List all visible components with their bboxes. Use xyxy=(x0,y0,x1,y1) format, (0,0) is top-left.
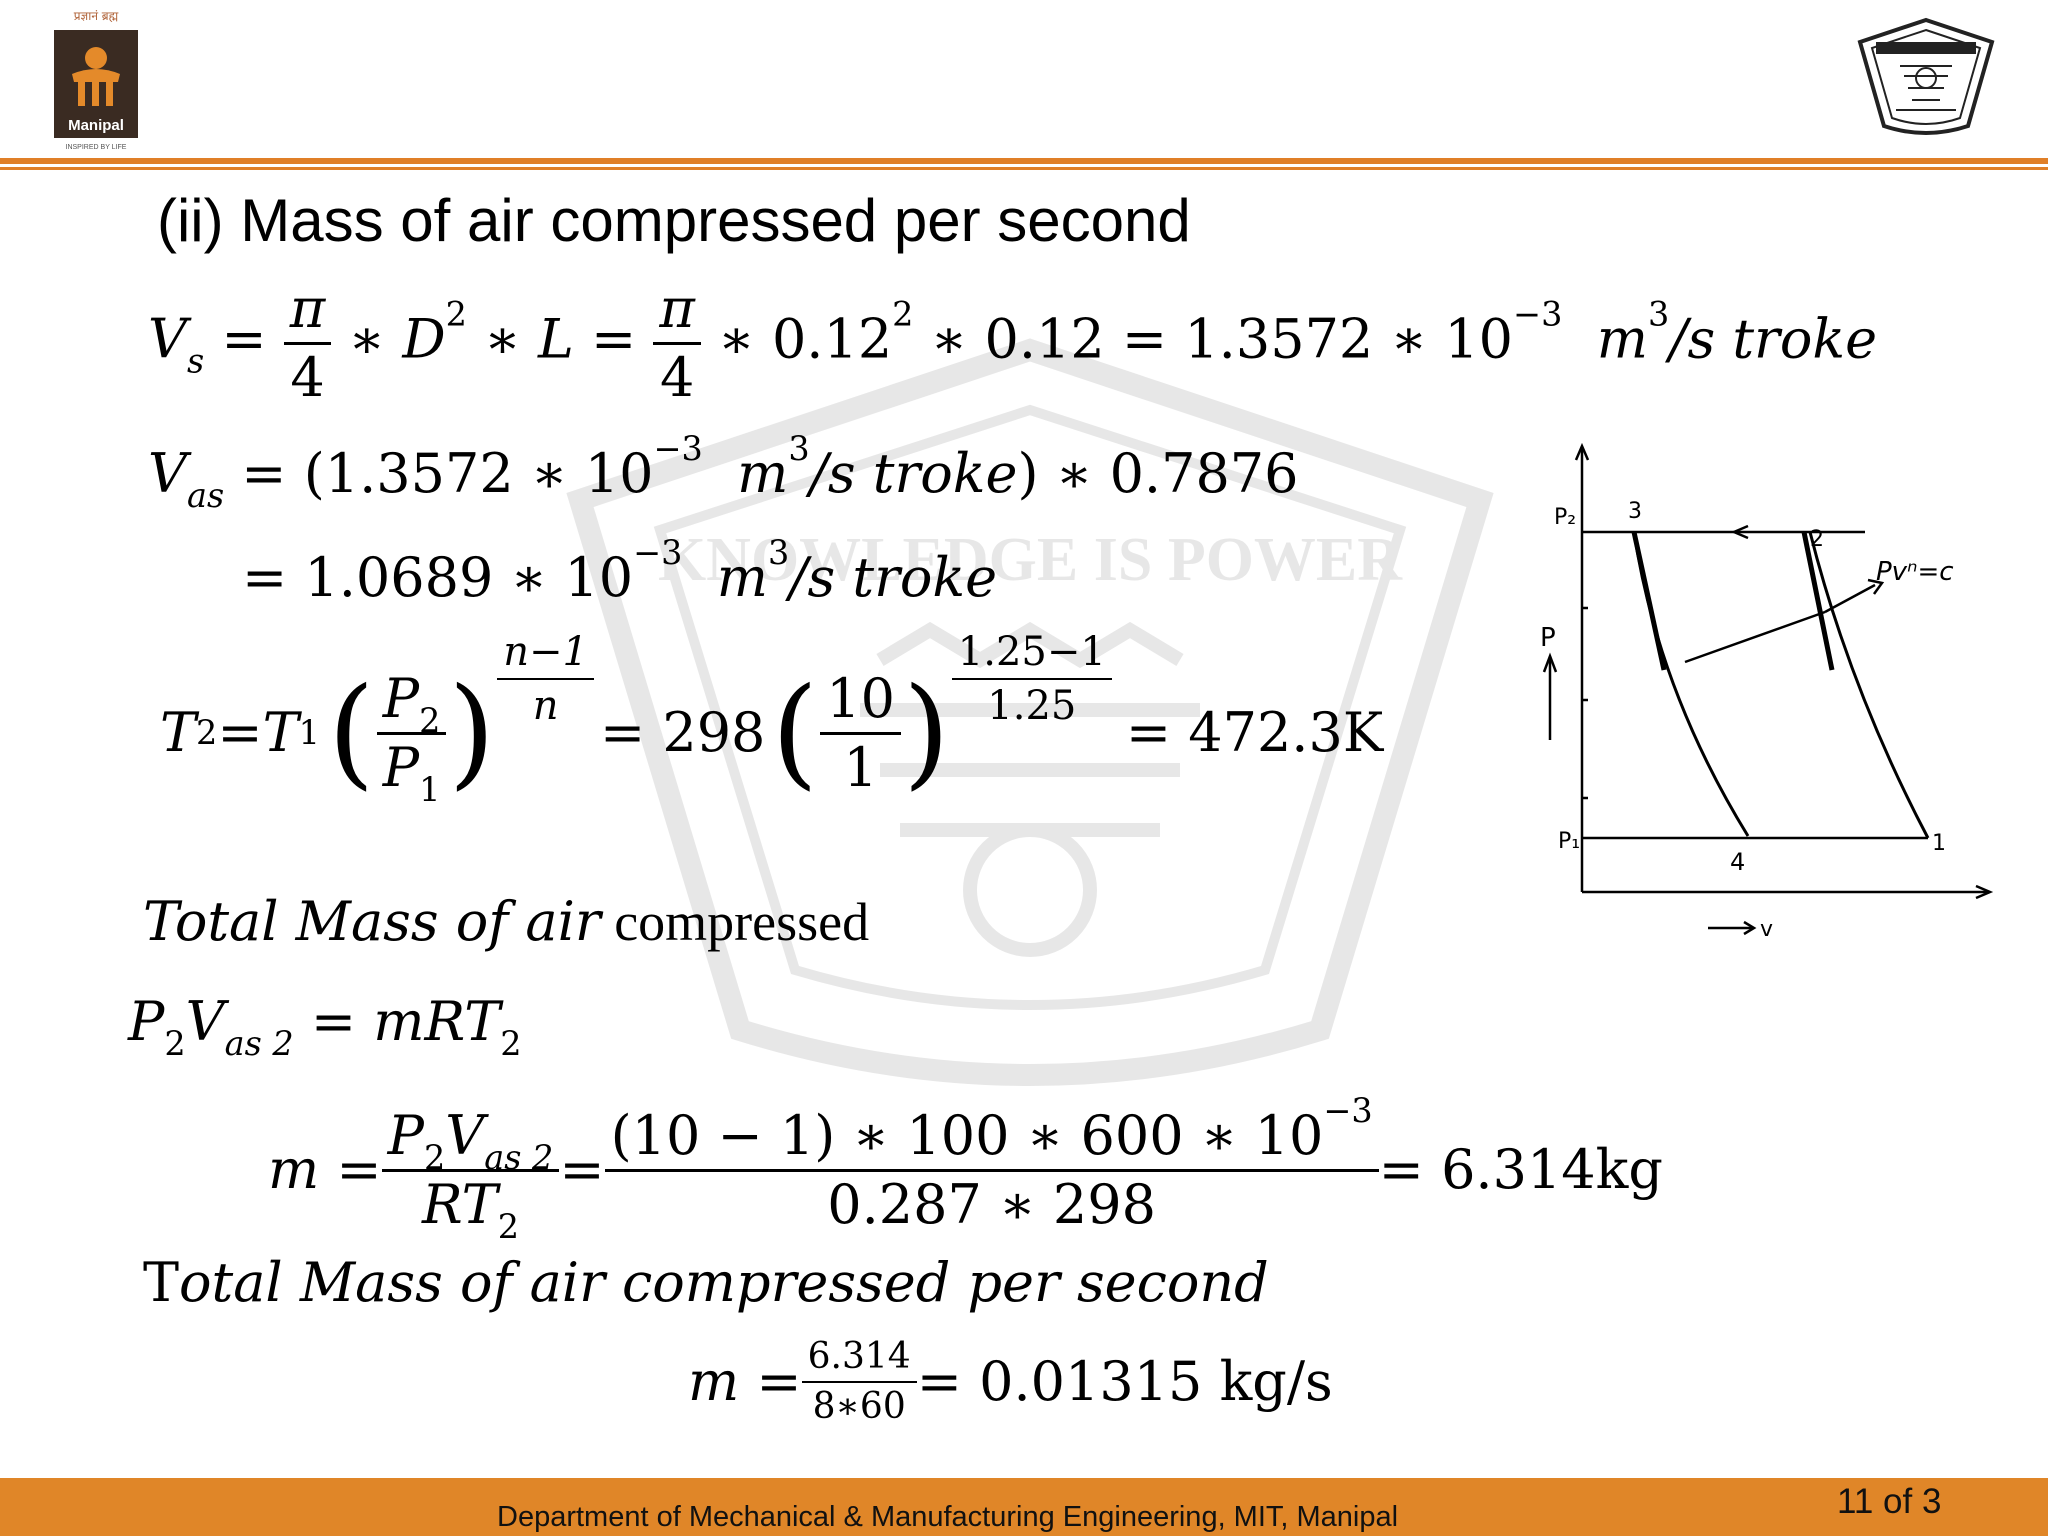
label-point-1: 1 xyxy=(1932,831,1946,856)
equation-actual-volume: Vas = (1.3572 ∗ 10−3 m3/s troke) ∗ 0.787… xyxy=(148,429,1299,516)
label-p2: P₂ xyxy=(1554,505,1576,530)
equation-mass-rate: m = 6.314 8∗60 = 0.01315 kg/s xyxy=(688,1336,1333,1427)
label-polytropic-law: Pvⁿ=c xyxy=(1876,557,1954,587)
manipal-logo-icon: प्रज्ञानं ब्रह्म Manipal INSPIRED BY LIF… xyxy=(54,9,138,151)
header-rule-thin xyxy=(0,167,2048,170)
svg-text:Manipal: Manipal xyxy=(68,117,124,134)
label-point-4: 4 xyxy=(1730,848,1745,876)
total-mass-heading: Total Mass of air compressed xyxy=(143,890,870,953)
manipal-logo: प्रज्ञानं ब्रह्म Manipal INSPIRED BY LIF… xyxy=(52,6,140,152)
law-arrow xyxy=(1684,610,1826,664)
expansion-curve xyxy=(1632,531,1750,837)
label-point-3: 3 xyxy=(1628,499,1642,524)
pv-diagram-svg: P₂ P₁ P v 3 2 4 1 Pvⁿ=c xyxy=(1540,442,1994,942)
equation-gas-law: P2Vas 2 = mRT2 xyxy=(128,990,522,1064)
compression-curve xyxy=(1808,531,1930,839)
header-rule xyxy=(0,158,2048,164)
slide-title: (ii) Mass of air compressed per second xyxy=(157,187,1191,254)
watermark-emblem-icon: KNOWLEDGE IS POWER xyxy=(566,338,1494,1086)
footer-bar xyxy=(0,1478,2048,1536)
svg-text:प्रज्ञानं ब्रह्म: प्रज्ञानं ब्रह्म xyxy=(74,9,119,23)
label-p: P xyxy=(1540,623,1556,653)
footer-page-number: 11 of 3 xyxy=(1837,1482,1942,1521)
equation-actual-volume-result: = 1.0689 ∗ 10−3 m3/s troke xyxy=(242,533,998,609)
svg-text:INSPIRED BY LIFE: INSPIRED BY LIFE xyxy=(66,144,127,151)
label-p1: P₁ xyxy=(1558,829,1580,854)
label-point-2: 2 xyxy=(1810,527,1824,552)
total-mass-per-second-heading: Total Mass of air compressed per second xyxy=(143,1251,1269,1314)
mit-emblem-icon xyxy=(1857,17,1995,135)
footer-department: Department of Mechanical & Manufacturing… xyxy=(497,1501,1399,1533)
mit-emblem xyxy=(1856,16,1996,142)
watermark: KNOWLEDGE IS POWER xyxy=(560,330,1500,1130)
pv-diagram: P₂ P₁ P v 3 2 4 1 Pvⁿ=c xyxy=(1520,440,2000,950)
label-v: v xyxy=(1760,917,1773,942)
watermark-motto: KNOWLEDGE IS POWER xyxy=(658,526,1403,594)
equation-mass: m = P2Vas 2 RT2 = (10 − 1) ∗ 100 ∗ 600 ∗ … xyxy=(268,1090,1663,1246)
